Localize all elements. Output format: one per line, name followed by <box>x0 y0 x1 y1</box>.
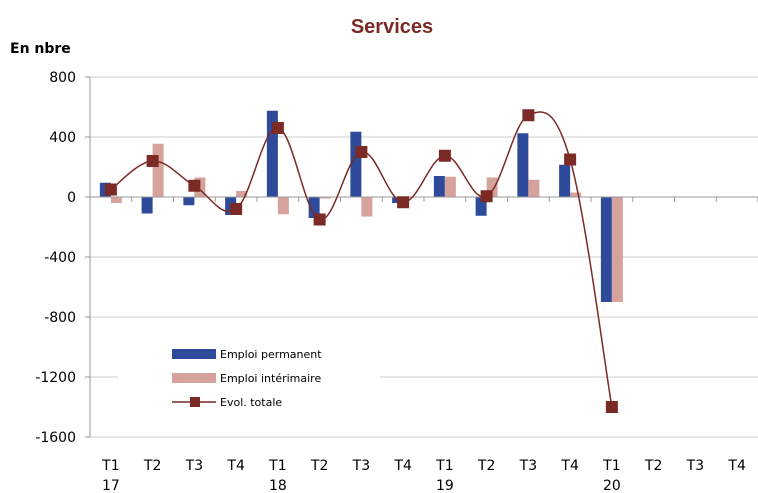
legend-label: Evol. totale <box>220 396 282 409</box>
legend: Emploi permanent Emploi intérimaire Evol. … <box>118 338 380 420</box>
x-tick-label: T4 <box>393 458 412 474</box>
x-tick-label: T2 <box>310 458 328 474</box>
bar <box>600 197 612 302</box>
year-label: 17 <box>102 478 120 493</box>
x-tick-labels: T1 T2 T3 T4 T1 T2 T3 T4 T1 T2 T3 T4 T1 T2 T3 T4 17 18 19 20 <box>101 458 746 493</box>
x-tick-label: T4 <box>226 458 245 474</box>
x-tick-label: T2 <box>143 458 161 474</box>
y-tick-label: 400 <box>49 130 76 146</box>
bar <box>517 133 529 197</box>
total-marker <box>313 213 326 226</box>
bar <box>277 197 289 215</box>
x-tick-label: T3 <box>352 458 370 474</box>
total-marker <box>605 401 618 413</box>
bar <box>559 164 571 197</box>
x-tick-label: T1 <box>435 458 453 474</box>
total-marker <box>271 122 284 134</box>
bar <box>486 177 498 197</box>
bar <box>308 197 320 218</box>
legend-label: Emploi permanent <box>220 348 322 361</box>
legend-label: Emploi intérimaire <box>220 372 321 385</box>
legend-box <box>118 338 380 420</box>
total-line <box>104 109 618 413</box>
total-marker <box>438 149 451 162</box>
total-marker <box>146 155 159 167</box>
legend-swatch <box>172 373 216 383</box>
x-tick-label: T3 <box>519 458 537 474</box>
y-tick-label: 800 <box>49 70 76 86</box>
bar <box>444 176 456 197</box>
bar <box>266 110 278 197</box>
bar <box>433 176 445 197</box>
x-tick-label: T3 <box>686 458 704 474</box>
total-marker <box>230 203 243 215</box>
y-tick-label: 0 <box>67 190 76 206</box>
x-tick-label: T2 <box>477 458 495 474</box>
year-label: 20 <box>603 478 621 493</box>
bar <box>350 131 362 197</box>
x-tick-label: T1 <box>602 458 620 474</box>
x-tick-label: T4 <box>727 458 746 474</box>
total-line-path <box>110 111 613 408</box>
x-tick-label: T3 <box>185 458 203 474</box>
bar <box>152 143 164 197</box>
bar <box>141 197 153 214</box>
total-marker <box>397 196 410 209</box>
y-tick-label: -1200 <box>35 370 76 386</box>
bar <box>611 197 623 302</box>
total-marker <box>188 179 201 192</box>
y-tick-label: -400 <box>44 250 76 266</box>
y-axis-label: En nbre <box>10 41 71 57</box>
year-label: 19 <box>436 478 454 493</box>
total-marker <box>104 183 117 196</box>
total-marker <box>355 146 368 158</box>
legend-swatch-marker <box>190 397 200 407</box>
y-tick-labels: 800 400 0 -400 -800 -1200 -1600 <box>35 70 76 446</box>
bar <box>528 179 540 197</box>
y-tick-label: -1600 <box>35 430 76 446</box>
bar <box>319 197 331 199</box>
total-marker <box>564 153 577 166</box>
x-tick-label: T4 <box>560 458 579 474</box>
total-marker <box>522 109 535 122</box>
bar <box>475 197 487 216</box>
axes <box>85 76 758 438</box>
y-tick-label: -800 <box>44 310 76 326</box>
x-tick-label: T2 <box>644 458 662 474</box>
x-tick-label: T1 <box>268 458 286 474</box>
bar <box>236 191 248 197</box>
total-marker <box>480 190 493 203</box>
year-label: 18 <box>269 478 287 493</box>
bar <box>361 197 373 217</box>
chart-title: Services <box>351 16 433 38</box>
legend-swatch <box>172 349 216 359</box>
x-tick-label: T1 <box>101 458 119 474</box>
bars <box>99 110 623 302</box>
bar <box>183 197 195 206</box>
bar <box>570 192 582 197</box>
bar <box>110 197 122 203</box>
